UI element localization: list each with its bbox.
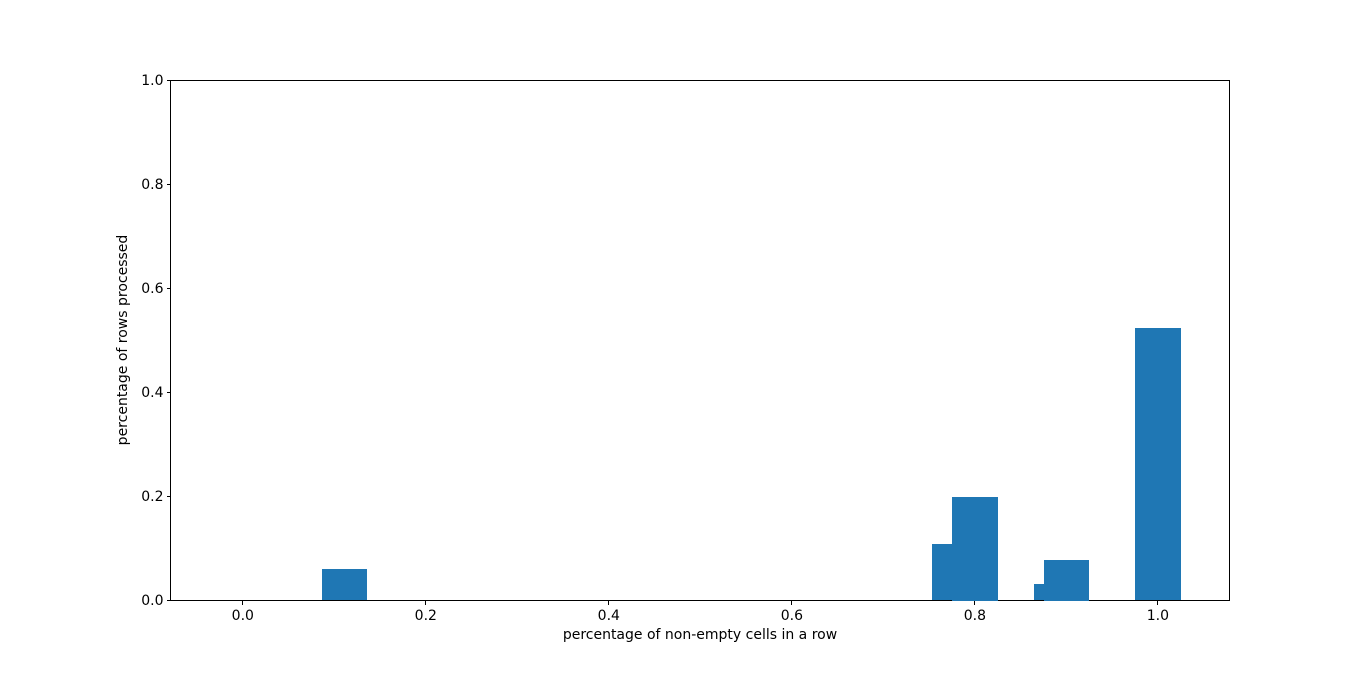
y-tick-label: 0.2: [141, 488, 164, 505]
y-tick-label: 0.8: [141, 176, 164, 193]
plot-area: [170, 80, 1230, 601]
bar: [321, 569, 368, 601]
x-tick-label: 1.0: [1146, 607, 1170, 624]
y-tick-label: 0.6: [141, 280, 164, 297]
x-tick-label: 0.4: [597, 607, 620, 624]
bar: [952, 496, 998, 601]
y-tick-label: 0.4: [141, 384, 164, 401]
y-tick-mark: [166, 496, 171, 497]
y-tick-label: 1.0: [141, 72, 164, 89]
x-tick-label: 0.6: [780, 607, 804, 624]
y-tick-mark: [166, 288, 171, 290]
x-tick-mark: [608, 600, 610, 605]
x-tick-mark: [974, 600, 976, 605]
y-axis-label: percentage of rows processed: [115, 234, 131, 446]
x-tick-mark: [425, 600, 427, 605]
y-tick-label: 0.0: [141, 592, 164, 609]
y-tick-mark: [166, 184, 171, 186]
y-tick-mark: [166, 80, 171, 82]
y-tick-mark: [166, 392, 171, 394]
x-tick-mark: [1157, 600, 1159, 605]
x-tick-mark: [791, 600, 793, 605]
bar: [1135, 328, 1181, 601]
x-axis-label: percentage of non-empty cells in a row: [562, 627, 838, 643]
x-tick-label: 0.0: [231, 607, 254, 624]
x-tick-mark: [242, 600, 244, 605]
x-tick-label: 0.8: [963, 607, 987, 624]
y-tick-mark: [166, 600, 171, 601]
bar: [1043, 560, 1090, 601]
x-tick-label: 0.2: [414, 607, 437, 624]
